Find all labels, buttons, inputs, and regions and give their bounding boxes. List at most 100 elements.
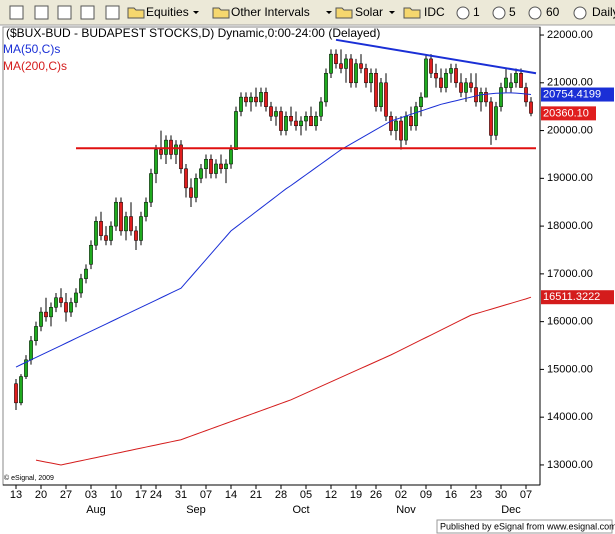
x-tick-label: 13 <box>10 489 22 501</box>
candle-body <box>504 77 508 88</box>
candle-body <box>29 340 33 361</box>
candle-body <box>149 173 153 203</box>
candle-body <box>19 376 23 404</box>
candle-body <box>294 120 298 127</box>
legend-entry: MA(50,C)s <box>3 42 60 56</box>
chart-title: ($BUX-BUD - BUDAPEST STOCKS,D) Dynamic,0… <box>6 26 380 40</box>
candle-body <box>39 311 43 327</box>
candle-body <box>434 72 438 79</box>
candle-body <box>114 201 118 227</box>
month-label: Dec <box>501 504 521 516</box>
x-tick-label: 28 <box>275 489 287 501</box>
candle-body <box>364 68 368 84</box>
candle-body <box>194 178 198 198</box>
x-tick-label: 30 <box>495 489 507 501</box>
candle-body <box>289 115 293 122</box>
candle-body <box>174 144 178 155</box>
candle-body <box>24 359 28 377</box>
candle-body <box>109 225 113 241</box>
candle-body <box>224 163 228 170</box>
candle-body <box>184 168 188 189</box>
last-price-label: 20360.10 <box>543 107 589 119</box>
y-tick-label: 15000.00 <box>547 363 593 375</box>
month-label: Sep <box>186 504 206 516</box>
value-box <box>541 290 614 305</box>
toolbar-item[interactable]: 5 <box>509 5 516 19</box>
candle-body <box>284 115 288 131</box>
candle-body <box>34 326 38 341</box>
candle-body <box>59 297 63 303</box>
candle-body <box>419 96 423 107</box>
candle-body <box>424 58 428 98</box>
candle-body <box>524 87 528 103</box>
x-tick-label: 27 <box>60 489 72 501</box>
candle-body <box>529 101 533 114</box>
candle-body <box>444 72 448 88</box>
plot-frame <box>2 26 541 486</box>
candle-body <box>299 120 303 127</box>
candle-body <box>254 96 258 103</box>
candle-body <box>329 53 333 74</box>
candle-body <box>404 115 408 141</box>
toolbar-item[interactable]: Daily <box>592 5 615 19</box>
candle-body <box>99 221 103 236</box>
candle-body <box>214 163 218 174</box>
y-tick-label: 19000.00 <box>547 172 593 184</box>
last-price-box <box>541 106 596 121</box>
candle-body <box>104 235 108 241</box>
candle-body <box>514 72 518 84</box>
candle-body <box>309 115 313 127</box>
value-box-label: 16511.3222 <box>543 291 600 303</box>
candle-body <box>464 82 468 93</box>
x-tick-label: 05 <box>300 489 312 501</box>
candle-body <box>499 87 503 107</box>
x-tick-label: 21 <box>250 489 262 501</box>
candle-body <box>234 111 238 150</box>
candle-body <box>94 221 98 246</box>
candle-body <box>264 92 268 107</box>
y-tick-label: 14000.00 <box>547 411 593 423</box>
copyright: © eSignal, 2009 <box>4 474 54 482</box>
month-label: Aug <box>86 504 106 516</box>
x-tick-label: 02 <box>395 489 407 501</box>
month-label: Nov <box>396 504 416 516</box>
candle-body <box>199 168 203 179</box>
toolbar-item[interactable]: Solar <box>355 5 383 19</box>
candle-body <box>269 106 273 117</box>
candle-body <box>489 101 493 136</box>
candle-body <box>354 63 358 84</box>
toolbar-item[interactable]: IDC <box>424 5 445 19</box>
candle-body <box>439 77 443 88</box>
candle-body <box>239 96 243 112</box>
candle-body <box>14 383 18 404</box>
candle-body <box>44 311 48 318</box>
x-tick-label: 23 <box>470 489 482 501</box>
candle-body <box>494 106 498 136</box>
toolbar-item[interactable]: Other Intervals <box>231 5 310 19</box>
candle-body <box>89 244 93 265</box>
candle-body <box>154 149 158 174</box>
toolbar-item[interactable]: 1 <box>473 5 480 19</box>
y-tick-label: 17000.00 <box>547 268 593 280</box>
candle-body <box>64 302 68 313</box>
candle-body <box>189 187 193 198</box>
candle-body <box>219 163 223 170</box>
moving-average <box>35 296 532 466</box>
candle-body <box>349 58 353 84</box>
candle-body <box>474 87 478 103</box>
legend-entry: MA(200,C)s <box>3 59 67 73</box>
candle-body <box>409 115 413 127</box>
candle-body <box>229 149 233 165</box>
y-tick-label: 16000.00 <box>547 316 593 328</box>
candle-body <box>459 82 463 93</box>
candle-body <box>519 72 523 88</box>
toolbar-item[interactable]: 60 <box>546 5 560 19</box>
toolbar-item[interactable]: Equities <box>146 5 189 19</box>
candle-body <box>134 230 138 241</box>
x-tick-label: 31 <box>175 489 187 501</box>
trend-line <box>335 38 537 75</box>
footer: Published by eSignal from www.esignal.co… <box>440 521 615 531</box>
candle-body <box>429 58 433 74</box>
candle-body <box>449 68 453 74</box>
